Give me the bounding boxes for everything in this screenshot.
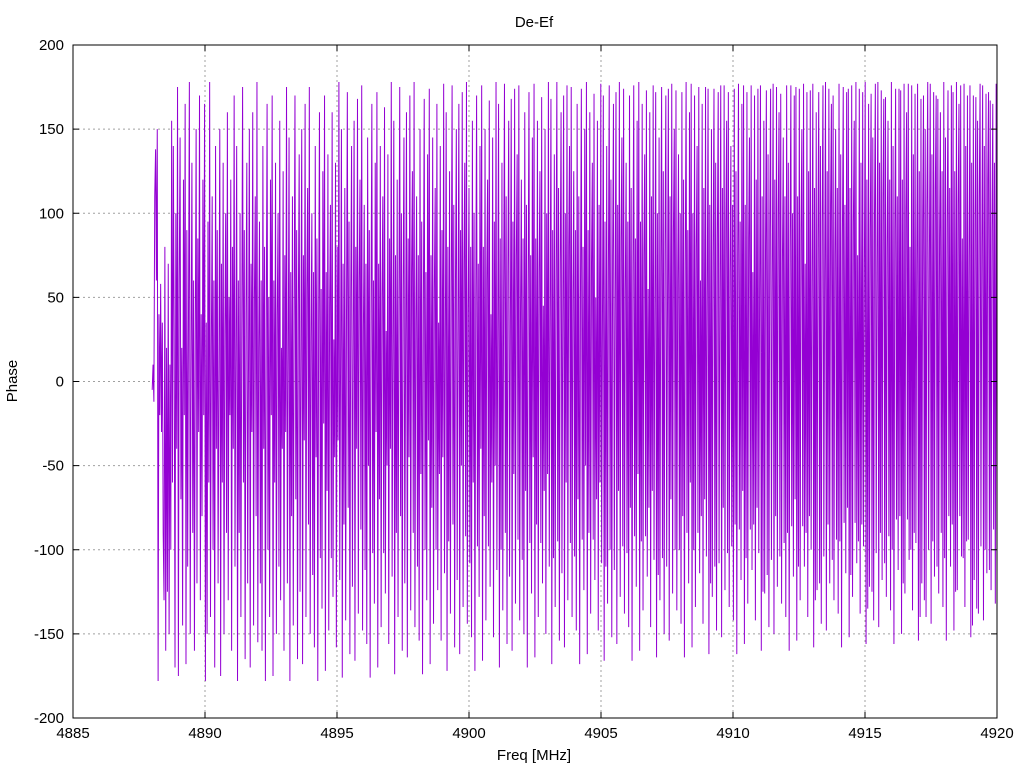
y-tick-label: 50 <box>47 289 64 306</box>
x-tick-label: 4905 <box>584 725 617 742</box>
x-tick-label: 4885 <box>56 725 89 742</box>
x-tick-label: 4920 <box>980 725 1013 742</box>
x-tick-label: 4895 <box>320 725 353 742</box>
y-tick-label: -200 <box>34 710 64 727</box>
y-tick-label: -150 <box>34 626 64 643</box>
y-axis-label: Phase <box>4 360 21 403</box>
phase-series-line <box>151 82 998 681</box>
data-series <box>151 82 998 681</box>
y-tick-label: -50 <box>42 458 64 475</box>
y-tick-label: 100 <box>39 205 64 222</box>
x-tick-label: 4915 <box>848 725 881 742</box>
y-tick-label: 0 <box>56 374 64 391</box>
y-tick-label: -100 <box>34 542 64 559</box>
x-tick-label: 4900 <box>452 725 485 742</box>
x-axis-label: Freq [MHz] <box>497 747 571 764</box>
y-tick-label: 150 <box>39 121 64 138</box>
x-tick-label: 4890 <box>188 725 221 742</box>
y-tick-label: 200 <box>39 37 64 54</box>
x-tick-label: 4910 <box>716 725 749 742</box>
chart-title: De-Ef <box>515 14 554 31</box>
axis-ticks: 4885 4890 4895 4900 4905 4910 4915 4920 -200 -150… <box>34 37 1014 742</box>
